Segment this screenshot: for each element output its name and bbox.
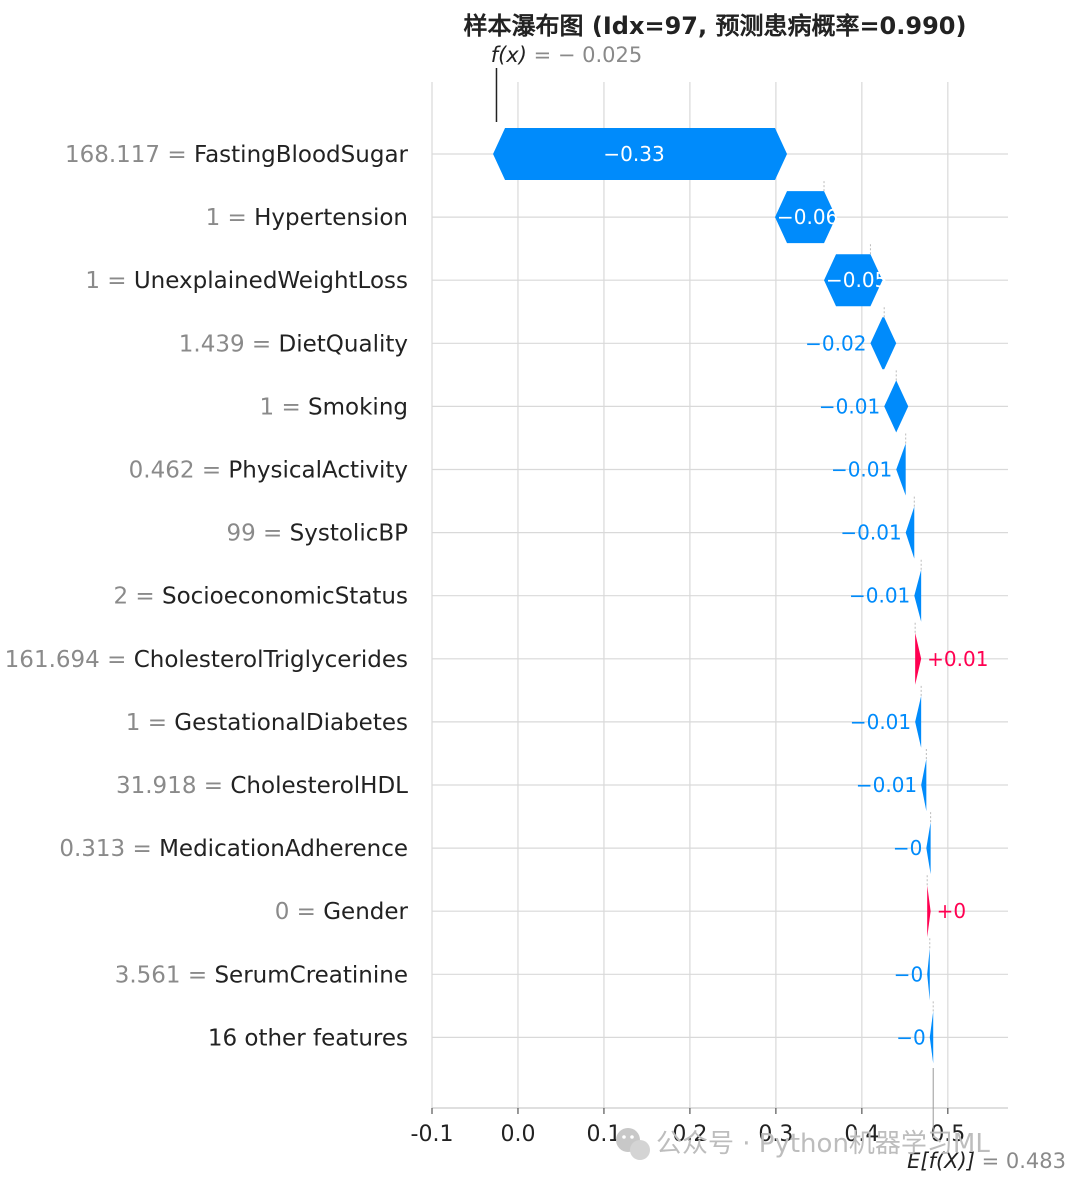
feature-name: CholesterolHDL <box>230 773 408 799</box>
fx-value: = − 0.025 <box>534 43 643 67</box>
bar-value-label: −0.01 <box>840 521 901 545</box>
feature-label: 161.694 = CholesterolTriglycerides <box>5 647 408 673</box>
feature-label: 3.561 = SerumCreatinine <box>115 962 408 988</box>
feature-name: SocioeconomicStatus <box>162 584 408 610</box>
bar-gender <box>927 885 931 938</box>
x-axis: -0.1 0.0 0.1 0.2 0.3 0.4 0.5 <box>411 1107 1008 1147</box>
fx-marker: f(x) = − 0.025 E[f(X)] = 0.483 <box>491 43 1066 1173</box>
fx-label: f(x) = − 0.025 <box>491 43 643 67</box>
feature-name: 16 other features <box>208 1025 408 1051</box>
bar-value-label: −0.06 <box>777 205 838 229</box>
x-tick-label: 0.3 <box>758 1122 793 1147</box>
bar-value-label: −0 <box>894 962 923 986</box>
feature-value: 2 = <box>113 584 162 610</box>
x-tick-label: 0.0 <box>500 1122 535 1147</box>
feature-value: 168.117 = <box>65 142 194 168</box>
feature-value: 0.462 = <box>129 458 229 484</box>
feature-name: MedicationAdherence <box>159 836 408 862</box>
bar-value-label: −0.01 <box>849 584 910 608</box>
feature-value: 1 = <box>85 268 134 294</box>
bar-dietquality <box>870 317 897 370</box>
grid-lines <box>431 82 949 1108</box>
bar-value-label: −0 <box>893 836 922 860</box>
bar-value-label: −0.01 <box>831 458 892 482</box>
x-tick-label: 0.4 <box>844 1122 879 1147</box>
feature-name: Smoking <box>308 394 408 420</box>
bar-value-label: +0.01 <box>927 647 988 671</box>
feature-label: 168.117 = FastingBloodSugar <box>65 142 409 168</box>
feature-labels: 168.117 = FastingBloodSugar 1 = Hypertens… <box>5 142 409 1051</box>
feature-name: PhysicalActivity <box>228 458 408 484</box>
feature-name: Gender <box>323 899 408 925</box>
feature-value: 0.313 = <box>59 836 159 862</box>
bars: −0.33 −0.06 −0.05 −0.02 −0.01 −0.01 −0.01 −0.01… <box>493 128 988 1064</box>
bar-serumcreatinine <box>927 948 930 1001</box>
feature-label: 1 = Hypertension <box>206 205 408 231</box>
feature-name: Hypertension <box>254 205 408 231</box>
watermark: 公众号 · Python机器学习ML <box>616 1128 990 1160</box>
bar-smoking <box>884 380 909 433</box>
bar-value-label: −0.05 <box>826 268 887 292</box>
feature-value: 99 = <box>226 521 289 547</box>
watermark-text: 公众号 · Python机器学习ML <box>656 1129 990 1159</box>
bar-physicalactivity <box>896 443 906 496</box>
base-label: E[f(X)] = 0.483 <box>907 1149 1066 1173</box>
feature-label: 31.918 = CholesterolHDL <box>116 773 408 799</box>
feature-value: 1 = <box>260 394 309 420</box>
feature-name: FastingBloodSugar <box>194 142 409 168</box>
feature-label: 0.313 = MedicationAdherence <box>59 836 408 862</box>
bar-value-label: −0.33 <box>603 142 664 166</box>
bar-value-label: −0.02 <box>805 331 866 355</box>
feature-name: SystolicBP <box>290 521 408 547</box>
base-value: = 0.483 <box>982 1149 1066 1173</box>
feature-name: SerumCreatinine <box>214 962 408 988</box>
feature-label: 1 = UnexplainedWeightLoss <box>85 268 408 294</box>
bar-value-label: +0 <box>937 899 966 923</box>
bar-unexplainedweightloss <box>824 254 883 307</box>
bar-medicationadherence <box>926 822 931 875</box>
feature-name: GestationalDiabetes <box>174 710 408 736</box>
bar-value-label: −0.01 <box>850 710 911 734</box>
x-tick-label: 0.5 <box>930 1122 965 1147</box>
bar-value-label: −0.01 <box>856 773 917 797</box>
feature-label: 16 other features <box>208 1025 408 1051</box>
bar-socioeconomicstatus <box>914 569 922 622</box>
x-tick-label: -0.1 <box>411 1122 454 1147</box>
feature-name: DietQuality <box>279 331 408 357</box>
x-tick-label: 0.2 <box>672 1122 707 1147</box>
bar-cholesteroltriglycerides <box>915 632 922 685</box>
feature-label: 1 = Smoking <box>260 394 409 420</box>
bar-value-label: −0.01 <box>819 394 880 418</box>
x-tick-label: 0.1 <box>586 1122 621 1147</box>
feature-name: UnexplainedWeightLoss <box>134 268 408 294</box>
bar-fastingbloodsugar <box>493 128 788 180</box>
bar-16-other-features <box>929 1011 934 1064</box>
feature-label: 0 = Gender <box>275 899 409 925</box>
bar-systolicbp <box>905 506 915 559</box>
feature-value: 31.918 = <box>116 773 230 799</box>
bar-gestationaldiabetes <box>915 695 922 748</box>
feature-label: 0.462 = PhysicalActivity <box>129 458 408 484</box>
chart-title: 样本瀑布图 (Idx=97, 预测患病概率=0.990) <box>464 12 967 40</box>
bar-cholesterolhdl <box>921 759 927 811</box>
feature-value: 161.694 = <box>5 647 134 673</box>
feature-value: 1.439 = <box>179 331 279 357</box>
fx-name: f(x) <box>491 43 534 67</box>
feature-value: 0 = <box>275 899 324 925</box>
bar-hypertension <box>775 191 837 244</box>
feature-name: CholesterolTriglycerides <box>134 647 408 673</box>
feature-value: 3.561 = <box>115 962 215 988</box>
feature-label: 1.439 = DietQuality <box>179 331 408 357</box>
wechat-icon <box>616 1128 650 1160</box>
feature-label: 2 = SocioeconomicStatus <box>113 584 408 610</box>
base-name: E[f(X)] <box>907 1149 982 1173</box>
feature-value: 1 = <box>126 710 175 736</box>
feature-label: 1 = GestationalDiabetes <box>126 710 408 736</box>
feature-label: 99 = SystolicBP <box>226 521 408 547</box>
feature-value: 1 = <box>206 205 255 231</box>
bar-value-label: −0 <box>896 1025 925 1049</box>
